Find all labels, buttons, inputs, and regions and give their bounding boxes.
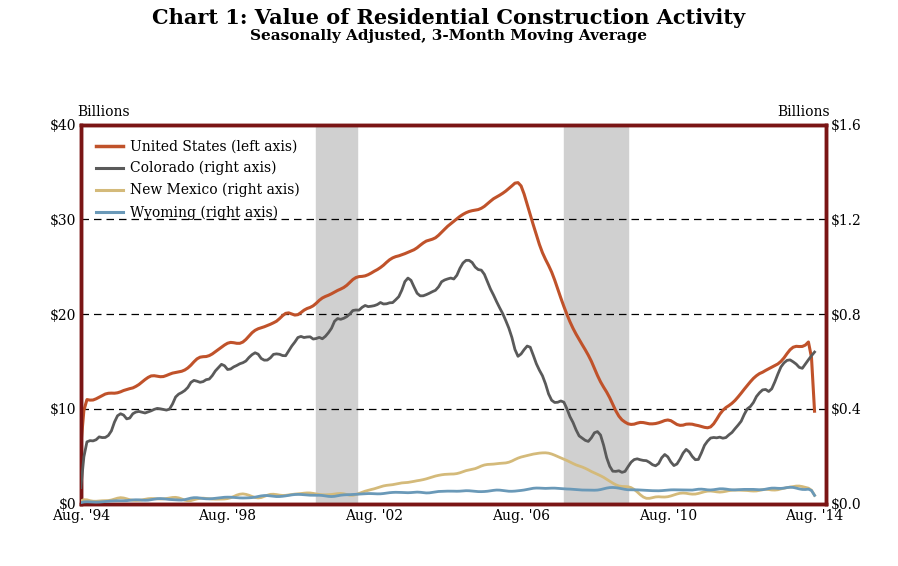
- Legend: United States (left axis), Colorado (right axis), New Mexico (right axis), Wyomi: United States (left axis), Colorado (rig…: [92, 135, 304, 224]
- Bar: [316, 125, 357, 504]
- Text: Billions: Billions: [77, 105, 129, 119]
- Bar: [564, 125, 628, 504]
- Text: Seasonally Adjusted, 3-Month Moving Average: Seasonally Adjusted, 3-Month Moving Aver…: [251, 29, 647, 44]
- Text: Chart 1: Value of Residential Construction Activity: Chart 1: Value of Residential Constructi…: [153, 8, 745, 28]
- Text: Billions: Billions: [778, 105, 830, 119]
